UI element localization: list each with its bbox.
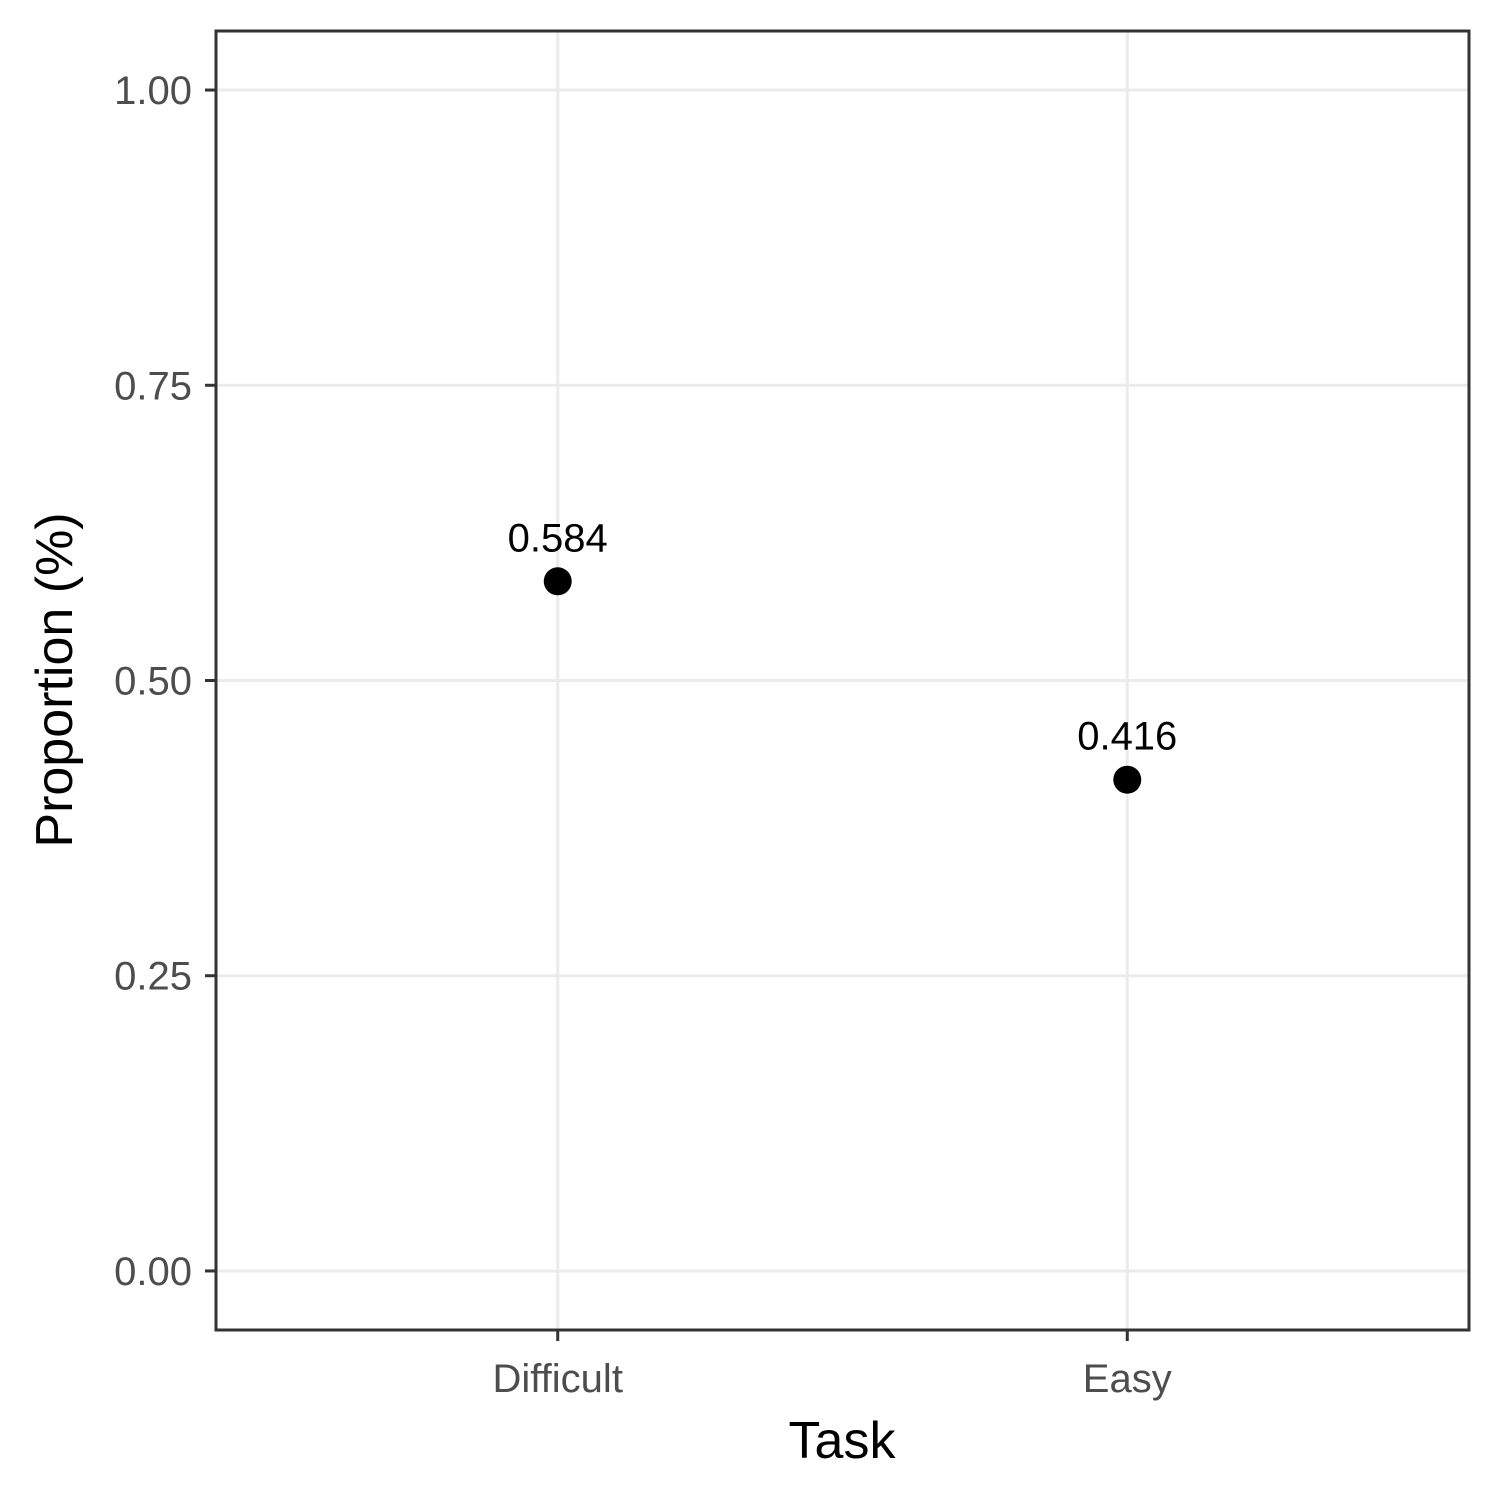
data-marks: 0.584 0.416 — [508, 516, 1177, 794]
x-tick-label: Easy — [1083, 1357, 1172, 1401]
y-tick-label: 0.00 — [114, 1250, 192, 1294]
grid — [216, 31, 1469, 1330]
y-tick-label: 0.25 — [114, 955, 192, 999]
data-point — [543, 567, 572, 596]
y-tick-label: 1.00 — [114, 69, 192, 113]
data-label: 0.584 — [508, 516, 608, 560]
y-tick-label: 0.50 — [114, 660, 192, 704]
x-axis: Difficult Easy — [493, 1330, 1172, 1401]
data-point — [1113, 765, 1142, 794]
y-axis: 0.00 0.25 0.50 0.75 1.00 — [114, 69, 216, 1294]
y-axis-title: Proportion (%) — [26, 512, 84, 847]
y-tick-label: 0.75 — [114, 364, 192, 408]
data-label: 0.416 — [1077, 715, 1177, 759]
x-tick-label: Difficult — [493, 1357, 623, 1401]
x-axis-title: Task — [789, 1412, 897, 1470]
